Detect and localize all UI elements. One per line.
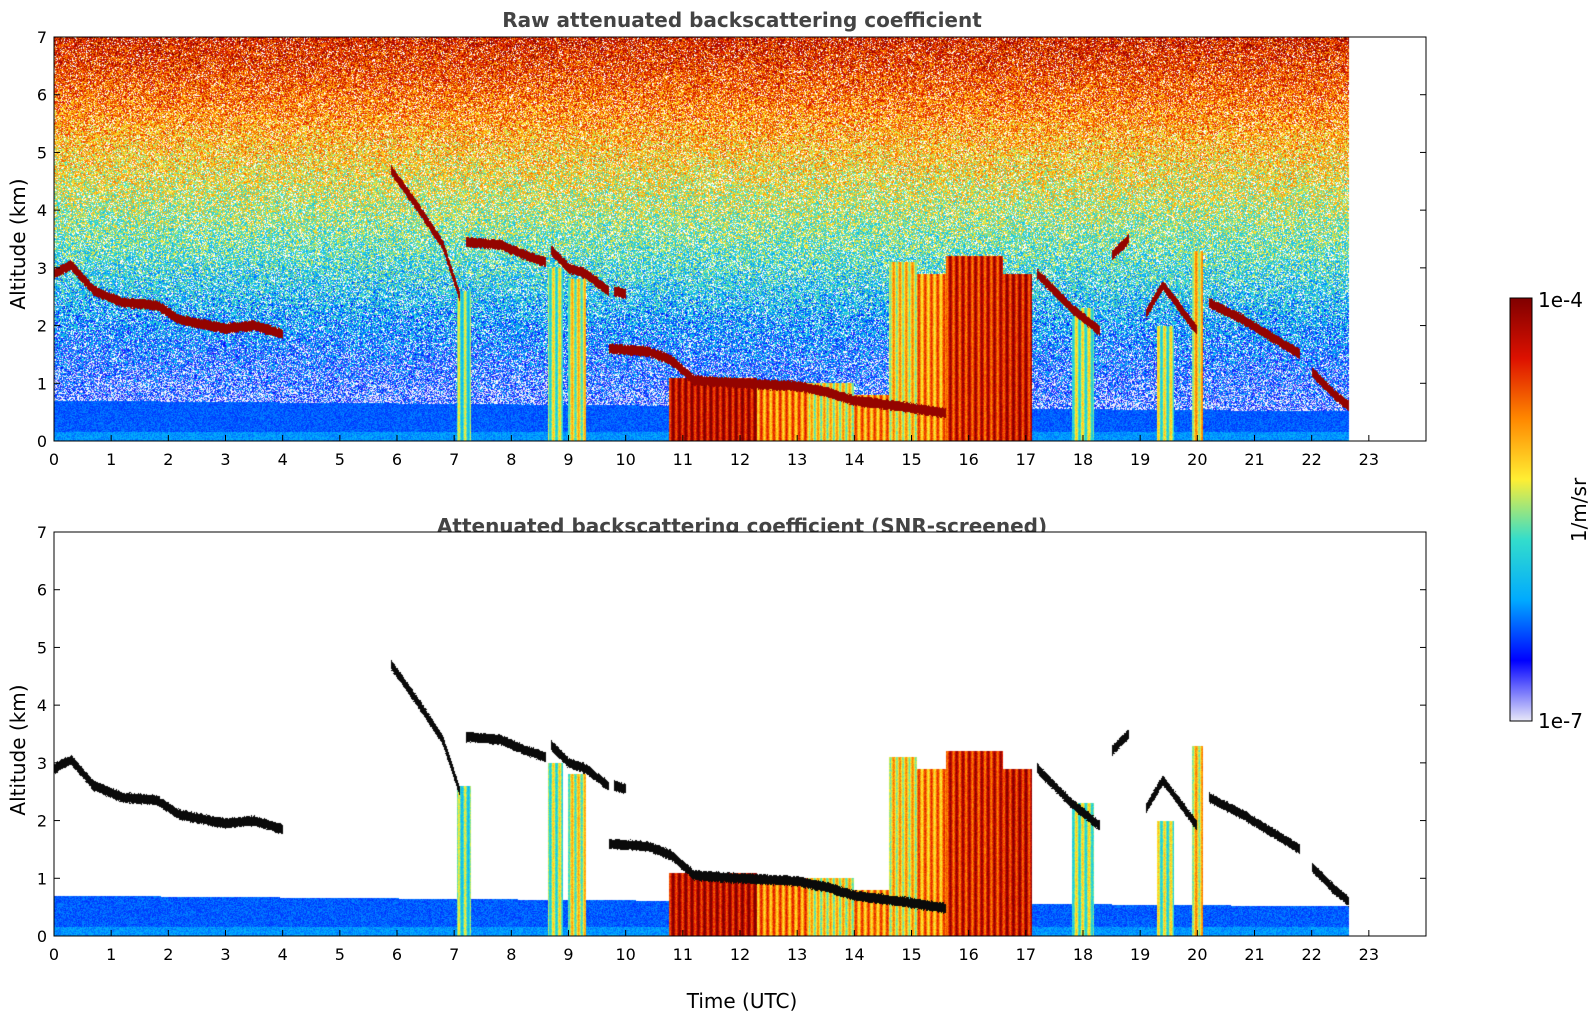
raw-heatmap	[53, 36, 1427, 442]
backscatter-raster	[54, 37, 1426, 441]
screened-x-axis: 0 1 2 3 4 5 6 7 8 9 10 11 12 13 14 15 16 17 18 19 20 21 22 23	[49, 930, 1379, 964]
raw-y-axis: 0 1 2 3 4 5 6 7	[37, 28, 1426, 451]
x-tick-label: 15	[901, 945, 921, 964]
x-tick-label: 6	[392, 450, 402, 469]
colorbar-max-label: 1e-4	[1538, 288, 1583, 312]
x-tick-label: 14	[844, 450, 864, 469]
x-tick-label: 2	[163, 945, 173, 964]
colorbar-units-label: 1/m/sr	[1567, 477, 1591, 542]
y-tick-label: 2	[37, 812, 47, 831]
x-tick-label: 16	[958, 450, 978, 469]
screened-backscatter-panel: Attenuated backscattering coefficient (S…	[6, 514, 1427, 1013]
x-tick-label: 15	[901, 450, 921, 469]
colorbar: 1e-4 1e-7 1/m/sr	[1509, 288, 1591, 733]
y-tick-label: 6	[37, 86, 47, 105]
x-tick-label: 14	[844, 945, 864, 964]
x-tick-label: 0	[49, 450, 59, 469]
x-tick-label: 11	[673, 450, 693, 469]
x-tick-label: 9	[563, 945, 573, 964]
x-tick-label: 20	[1187, 945, 1207, 964]
backscatter-raster	[54, 532, 1426, 936]
x-tick-label: 1	[106, 450, 116, 469]
x-tick-label: 21	[1244, 450, 1264, 469]
y-tick-label: 7	[37, 28, 47, 47]
x-tick-label: 3	[220, 450, 230, 469]
raw-x-axis: 0 1 2 3 4 5 6 7 8 9 10 11 12 13 14 15 16 17 18 19 20 21 22 23	[49, 435, 1379, 469]
x-tick-label: 17	[1016, 450, 1036, 469]
x-tick-label: 0	[49, 945, 59, 964]
y-tick-label: 0	[37, 432, 47, 451]
y-tick-label: 1	[37, 374, 47, 393]
y-tick-label: 7	[37, 523, 47, 542]
y-tick-label: 5	[37, 638, 47, 657]
x-tick-label: 5	[335, 450, 345, 469]
x-tick-label: 10	[615, 945, 635, 964]
x-tick-label: 7	[449, 945, 459, 964]
colorbar-gradient	[1509, 297, 1533, 722]
x-tick-label: 18	[1073, 945, 1093, 964]
x-tick-label: 19	[1130, 450, 1150, 469]
y-tick-label: 5	[37, 143, 47, 162]
x-tick-label: 17	[1016, 945, 1036, 964]
x-tick-label: 18	[1073, 450, 1093, 469]
y-tick-label: 6	[37, 581, 47, 600]
x-tick-label: 20	[1187, 450, 1207, 469]
y-tick-label: 3	[37, 754, 47, 773]
y-tick-label: 1	[37, 869, 47, 888]
screened-y-axis-label: Altitude (km)	[6, 684, 30, 815]
x-tick-label: 22	[1301, 450, 1321, 469]
x-tick-label: 13	[787, 450, 807, 469]
x-tick-label: 3	[220, 945, 230, 964]
x-tick-label: 13	[787, 945, 807, 964]
colorbar-min-label: 1e-7	[1538, 709, 1583, 733]
x-tick-label: 7	[449, 450, 459, 469]
screened-heatmap	[53, 531, 1427, 937]
x-tick-label: 10	[615, 450, 635, 469]
x-tick-label: 6	[392, 945, 402, 964]
raw-panel-title: Raw attenuated backscattering coefficien…	[502, 8, 982, 32]
x-tick-label: 9	[563, 450, 573, 469]
x-tick-label: 1	[106, 945, 116, 964]
x-tick-label: 21	[1244, 945, 1264, 964]
raw-y-axis-label: Altitude (km)	[6, 178, 30, 309]
raw-backscatter-panel: Raw attenuated backscattering coefficien…	[6, 8, 1427, 469]
x-tick-label: 19	[1130, 945, 1150, 964]
x-tick-label: 2	[163, 450, 173, 469]
x-tick-label: 22	[1301, 945, 1321, 964]
x-tick-label: 23	[1359, 450, 1379, 469]
x-axis-label: Time (UTC)	[686, 989, 798, 1013]
x-tick-label: 23	[1359, 945, 1379, 964]
screened-y-axis: 0 1 2 3 4 5 6 7	[37, 523, 1426, 946]
x-tick-label: 4	[278, 450, 288, 469]
x-tick-label: 4	[278, 945, 288, 964]
y-tick-label: 4	[37, 696, 47, 715]
x-tick-label: 12	[730, 450, 750, 469]
x-tick-label: 16	[958, 945, 978, 964]
x-tick-label: 8	[506, 450, 516, 469]
y-tick-label: 2	[37, 317, 47, 336]
x-tick-label: 8	[506, 945, 516, 964]
x-tick-label: 11	[673, 945, 693, 964]
y-tick-label: 3	[37, 259, 47, 278]
y-tick-label: 0	[37, 927, 47, 946]
x-tick-label: 12	[730, 945, 750, 964]
y-tick-label: 4	[37, 201, 47, 220]
x-tick-label: 5	[335, 945, 345, 964]
